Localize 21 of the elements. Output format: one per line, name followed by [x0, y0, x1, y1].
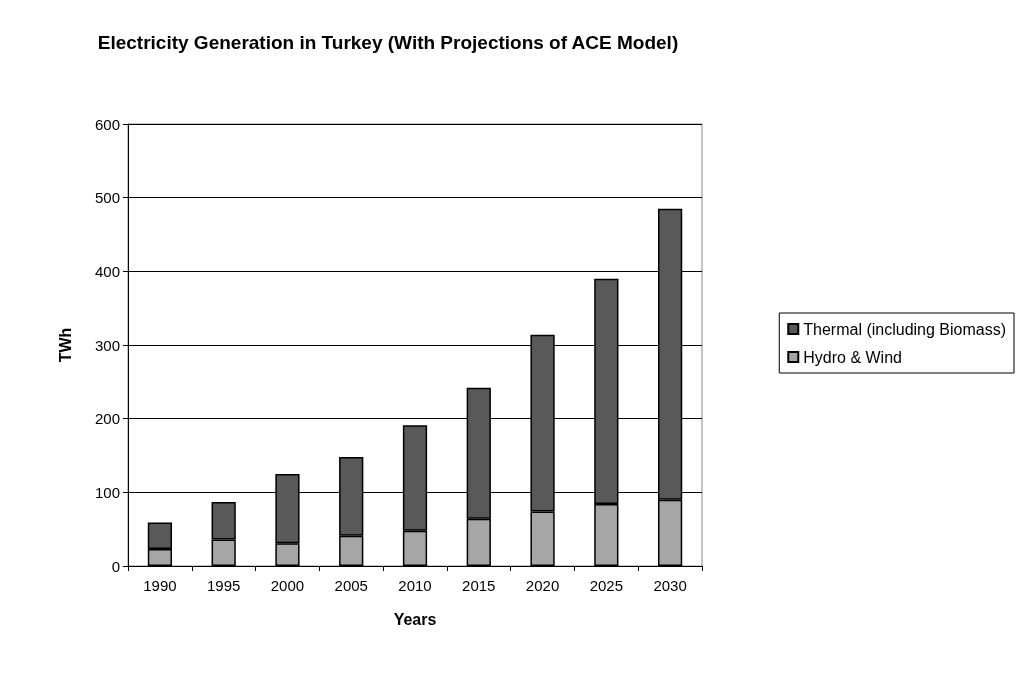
- x-tick-label: 2025: [589, 577, 624, 594]
- y-tick-label: 600: [94, 115, 120, 133]
- legend-label: Hydro & Wind: [803, 348, 902, 366]
- x-axis-title: Years: [393, 610, 437, 628]
- y-tick-label: 400: [94, 262, 120, 280]
- x-tick-label: 2005: [334, 577, 368, 594]
- x-tick-label: 1995: [206, 577, 241, 594]
- x-tick-label: 2030: [653, 577, 687, 594]
- y-axis-title: TWh: [56, 327, 74, 363]
- x-tick-label: 2015: [462, 577, 496, 594]
- y-tick-label: 200: [94, 410, 120, 428]
- legend-label: Thermal (including Biomass): [803, 320, 1006, 338]
- y-tick-label: 100: [94, 483, 120, 501]
- y-tick-label: 500: [94, 189, 120, 207]
- x-tick-label: 1990: [143, 577, 177, 594]
- x-tick-label: 2010: [398, 577, 432, 594]
- y-tick-label: 300: [94, 336, 120, 354]
- x-tick-label: 2000: [270, 577, 305, 594]
- chart-title: Electricity Generation in Turkey (With Projections of ACE Model): [97, 32, 679, 53]
- x-tick-label: 2020: [525, 577, 560, 594]
- y-tick-label: 0: [111, 557, 120, 575]
